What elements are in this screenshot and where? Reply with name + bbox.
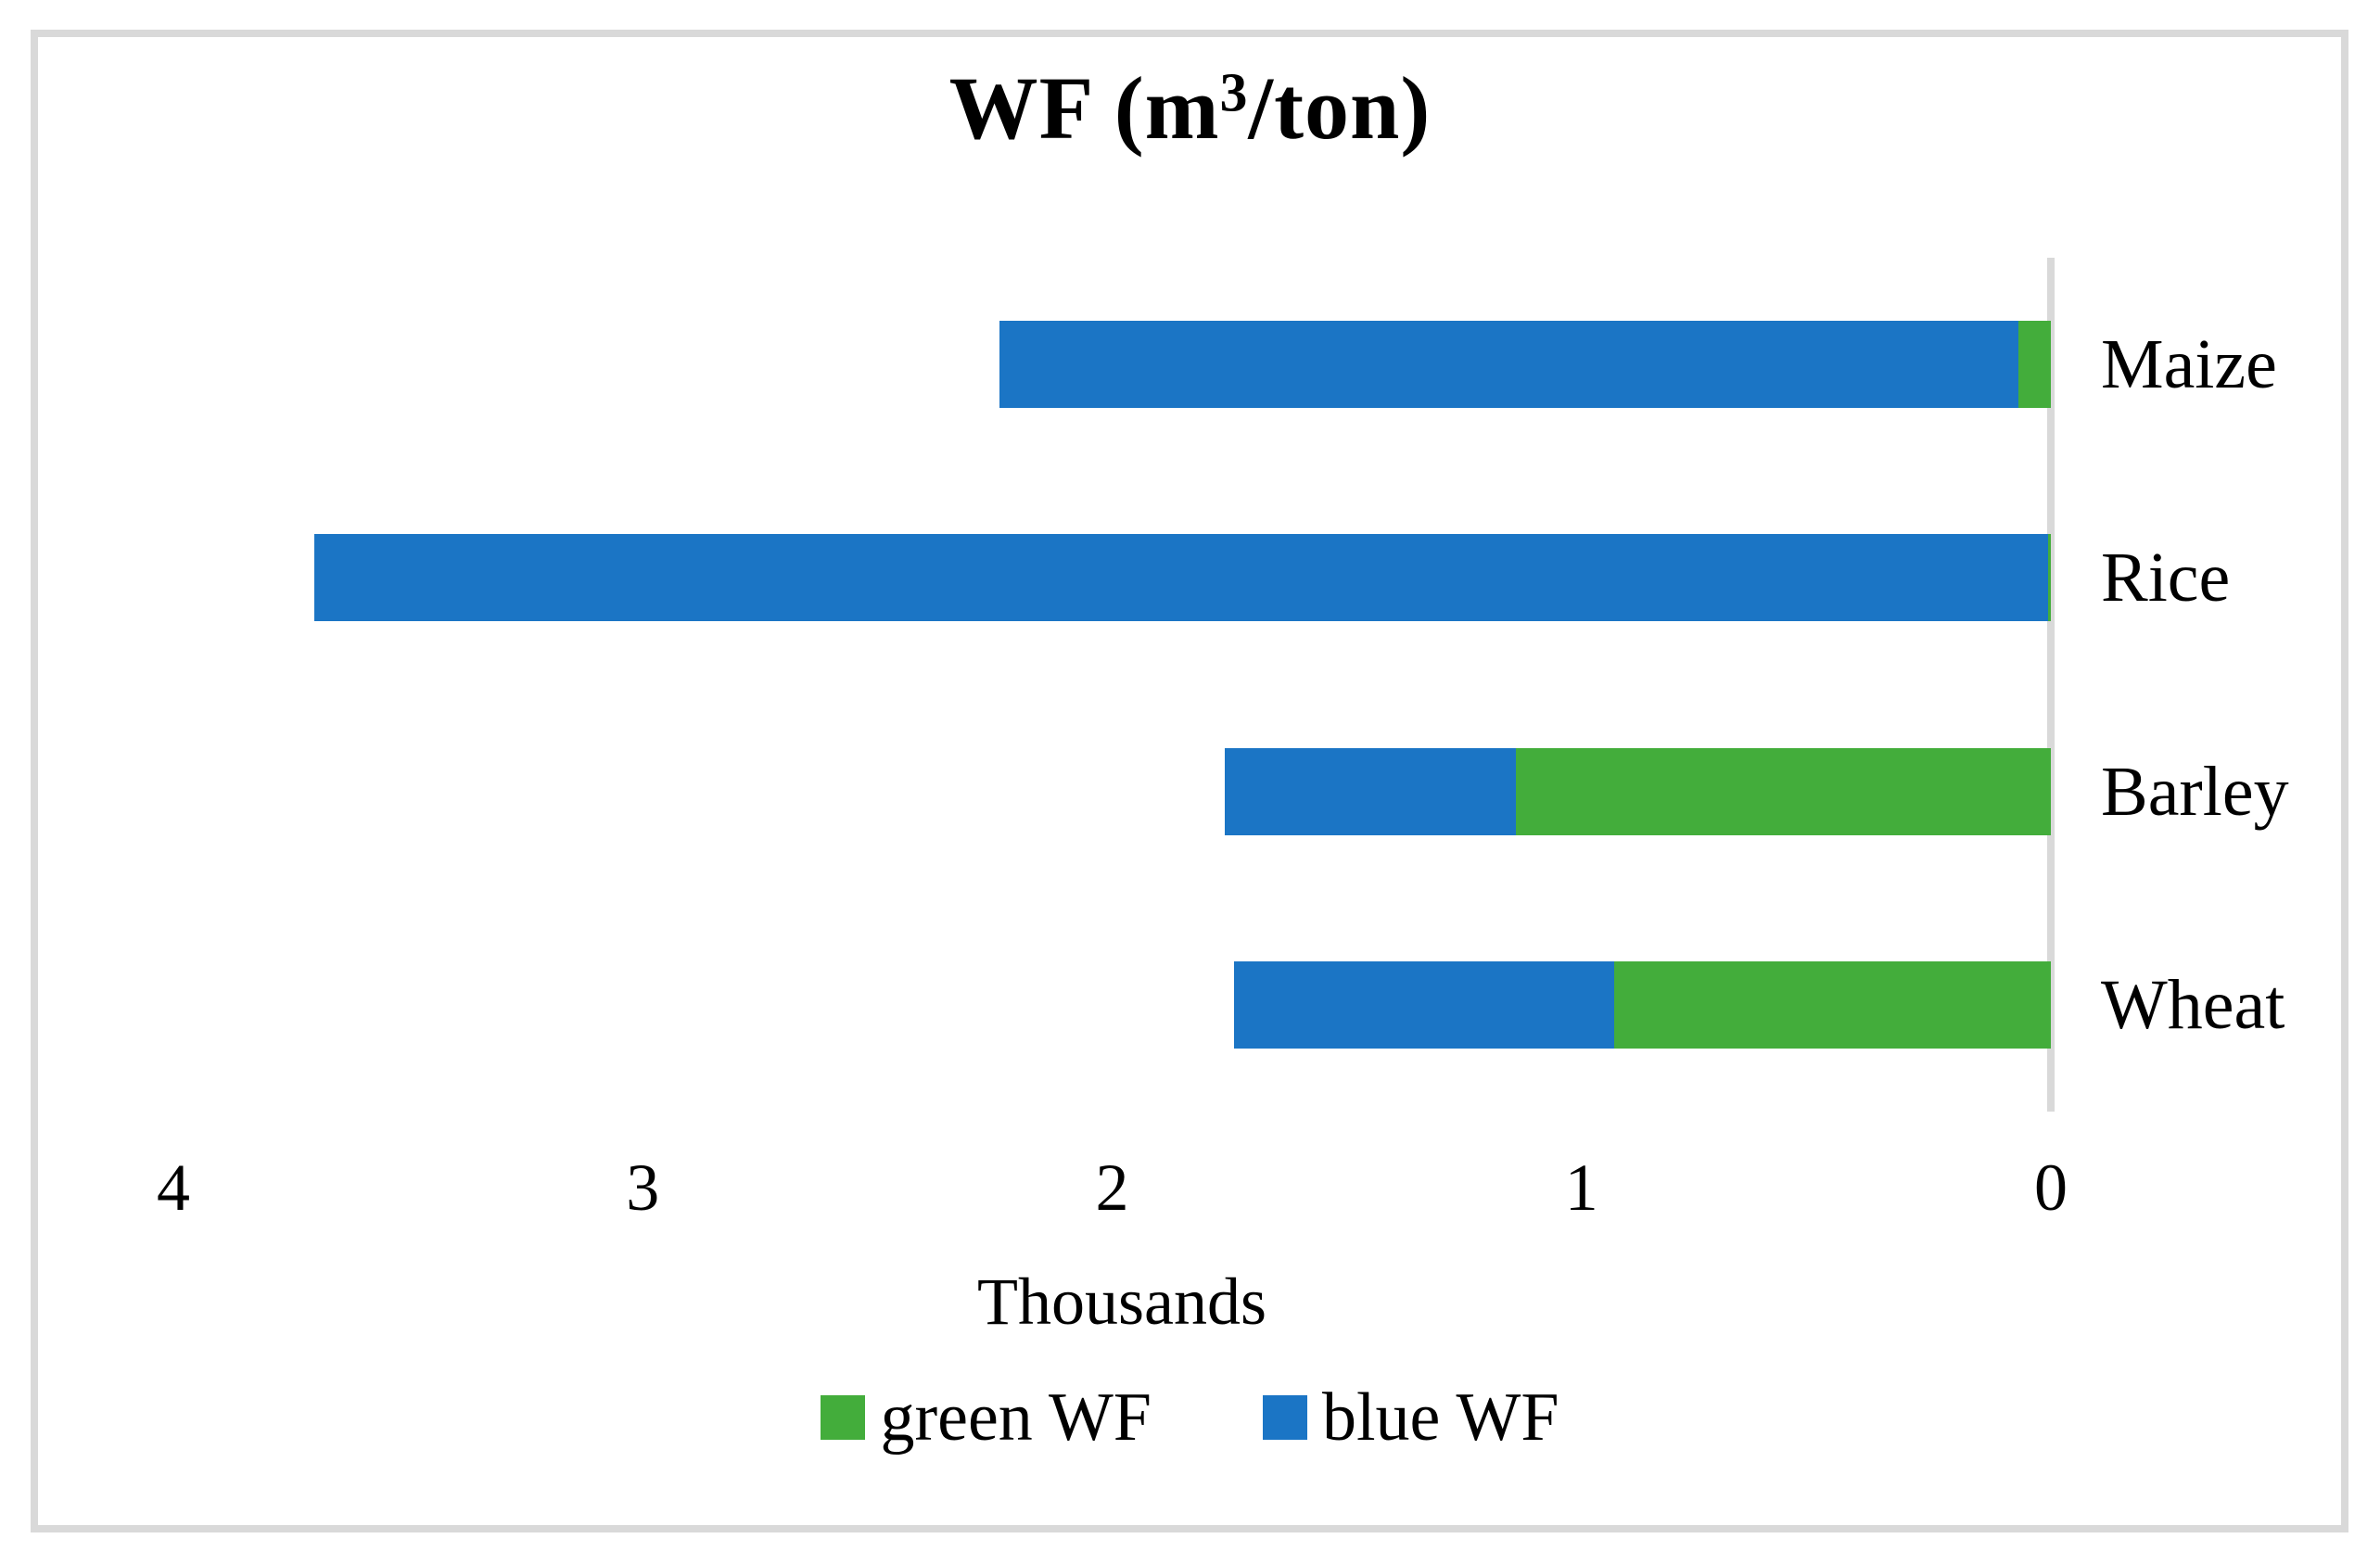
bar-segment-blue-wf-barley	[1225, 747, 1516, 835]
bar-segment-green-wf-rice	[2048, 534, 2051, 622]
category-label-barley: Barley	[2101, 752, 2289, 831]
category-label-maize: Maize	[2101, 325, 2277, 404]
x-axis-label: Thousands	[977, 1265, 1266, 1339]
legend-label-blue-wf: blue WF	[1321, 1380, 1559, 1456]
x-tick-0: 0	[2034, 1151, 2068, 1225]
chart-title-text-after: /ton)	[1248, 58, 1432, 158]
x-tick-4: 4	[157, 1151, 190, 1225]
x-tick-1: 1	[1564, 1151, 1598, 1225]
category-label-wheat: Wheat	[2101, 965, 2285, 1044]
bar-segment-blue-wf-wheat	[1234, 960, 1615, 1049]
bar-segment-green-wf-maize	[2017, 321, 2051, 409]
x-tick-3: 3	[626, 1151, 660, 1225]
x-tick-2: 2	[1095, 1151, 1129, 1225]
chart-title-text: WF (m	[948, 58, 1220, 158]
legend-item-green-wf: green WF	[821, 1383, 1152, 1452]
bar-segment-blue-wf-rice	[313, 534, 2049, 622]
bar-segment-green-wf-wheat	[1614, 960, 2051, 1049]
legend-swatch-green-wf	[821, 1395, 866, 1440]
category-label-rice: Rice	[2101, 539, 2231, 617]
bar-segment-green-wf-barley	[1515, 747, 2051, 835]
bar-segment-blue-wf-maize	[999, 321, 2018, 409]
chart-title-superscript: 3	[1219, 61, 1249, 123]
legend-swatch-blue-wf	[1262, 1395, 1307, 1440]
legend-item-blue-wf: blue WF	[1262, 1380, 1559, 1456]
chart-title: WF (m3/ton)	[0, 57, 2380, 159]
legend: green WF blue WF	[0, 1383, 2380, 1452]
legend-label-green-wf: green WF	[880, 1380, 1152, 1456]
y-axis-line	[2047, 258, 2055, 1112]
